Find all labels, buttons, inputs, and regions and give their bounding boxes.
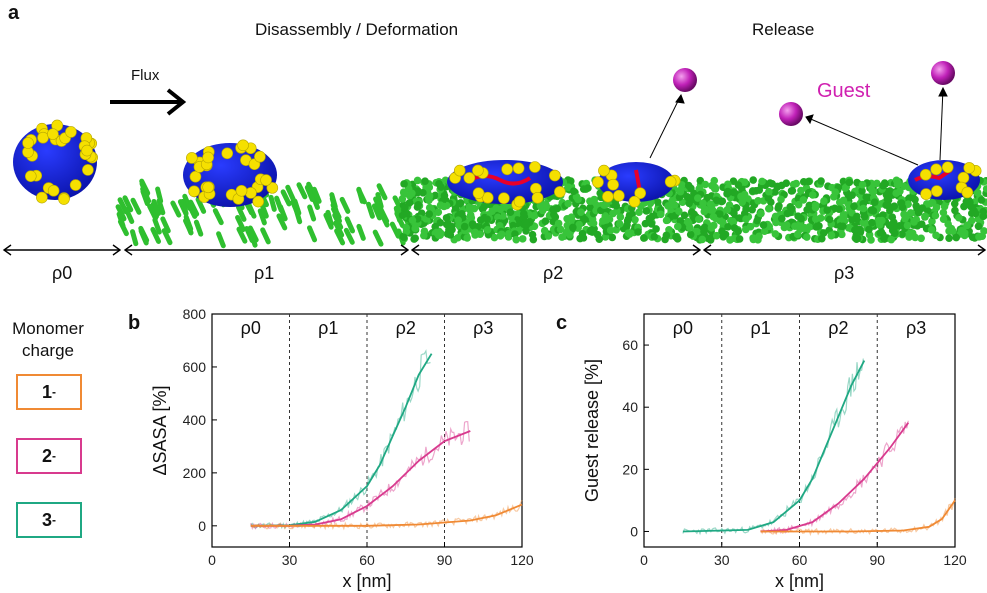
region-arrows — [2, 244, 987, 256]
x-tick-label-3: 90 — [437, 552, 453, 568]
x-axis-title: x [nm] — [775, 571, 824, 591]
legend-title: Monomer charge — [2, 318, 94, 362]
y-tick-label-1: 20 — [622, 461, 638, 477]
chart-c: ρ0 ρ1 ρ2 ρ3 0 30 60 90 120 0 20 40 60 x [nm] Guest rel… — [582, 313, 967, 591]
legend-item-2-label: 2 — [41, 445, 52, 466]
y-tick-label-1: 200 — [183, 465, 207, 481]
micelle-rho3 — [908, 160, 982, 200]
y-axis-title: Guest release [%] — [582, 359, 602, 502]
flux-arrow — [110, 88, 187, 116]
region-label-2: ρ2 — [396, 318, 416, 338]
region-label-2: ρ2 — [828, 318, 848, 338]
legend-item-1-sup: - — [52, 385, 56, 399]
x-tick-label-1: 30 — [714, 552, 730, 568]
micelle-rho1 — [183, 139, 279, 208]
region-label-3: ρ3 — [906, 318, 926, 338]
micelle-rho0 — [13, 119, 98, 205]
series-fit-2- — [760, 422, 910, 533]
panel-b-letter: b — [128, 312, 141, 334]
region-label-rho0: ρ0 — [52, 263, 73, 283]
y-tick-label-2: 40 — [622, 399, 638, 415]
x-tick-label-0: 0 — [640, 552, 648, 568]
panel-c-letter: c — [556, 312, 568, 334]
region-label-0: ρ0 — [241, 318, 261, 338]
series-fit-1- — [250, 503, 523, 527]
region-label-1: ρ1 — [318, 318, 338, 338]
y-tick-label-0: 0 — [630, 523, 638, 539]
region-label-1: ρ1 — [751, 318, 771, 338]
x-tick-label-0: 0 — [208, 552, 216, 568]
legend-item-1: 1- — [16, 374, 82, 410]
series-fit-1- — [760, 499, 956, 533]
series-fit-3- — [250, 353, 433, 527]
chart-b: ρ0 ρ1 ρ2 ρ3 0 30 60 90 120 0 200 400 600 800 x [nm] ΔSA… — [150, 306, 534, 591]
heading-disassembly: Disassembly / Deformation — [255, 20, 459, 39]
x-tick-label-2: 60 — [792, 552, 808, 568]
x-tick-label-4: 120 — [510, 552, 534, 568]
guest-label: Guest — [817, 80, 871, 102]
region-label-rho1: ρ1 — [254, 263, 275, 283]
legend-item-2: 2- — [16, 438, 82, 474]
guest-molecule-2 — [779, 102, 803, 126]
panel-a-letter: a — [8, 2, 20, 24]
y-tick-label-0: 0 — [198, 518, 206, 534]
guest-molecule-3 — [931, 61, 955, 85]
x-axis-title: x [nm] — [342, 571, 391, 591]
region-label-3: ρ3 — [473, 318, 493, 338]
legend-item-3-sup: - — [52, 513, 56, 527]
y-axis-title: ΔSASA [%] — [150, 385, 170, 475]
heading-release: Release — [752, 20, 815, 39]
x-tick-label-2: 60 — [359, 552, 375, 568]
x-tick-label-4: 120 — [943, 552, 967, 568]
flux-label: Flux — [131, 67, 160, 84]
region-label-0: ρ0 — [673, 318, 693, 338]
series-raw-2- — [250, 420, 470, 531]
region-label-rho2: ρ2 — [543, 263, 564, 283]
legend-title-line2: charge — [22, 341, 74, 360]
series-raw-3- — [250, 349, 431, 530]
y-tick-label-3: 60 — [622, 337, 638, 353]
micelle-rho2-a — [447, 160, 566, 211]
series-fit-3- — [682, 360, 866, 533]
series-raw-2- — [760, 420, 909, 535]
y-tick-label-3: 600 — [183, 359, 207, 375]
guest-molecule-1 — [673, 68, 697, 92]
region-label-rho3: ρ3 — [834, 263, 855, 283]
simulation-illustration — [2, 61, 987, 256]
x-tick-label-1: 30 — [282, 552, 298, 568]
micelle-rho2-b — [592, 162, 681, 208]
series-fit-2- — [250, 430, 471, 527]
legend-item-1-label: 1 — [41, 381, 52, 402]
legend-item-2-sup: - — [52, 449, 56, 463]
legend-item-3: 3- — [16, 502, 82, 538]
legend-title-line1: Monomer — [12, 319, 84, 338]
legend-item-3-label: 3 — [41, 509, 52, 530]
y-tick-label-4: 800 — [183, 306, 207, 322]
guest-arrows — [649, 86, 948, 166]
x-tick-label-3: 90 — [869, 552, 885, 568]
y-tick-label-2: 400 — [183, 412, 207, 428]
